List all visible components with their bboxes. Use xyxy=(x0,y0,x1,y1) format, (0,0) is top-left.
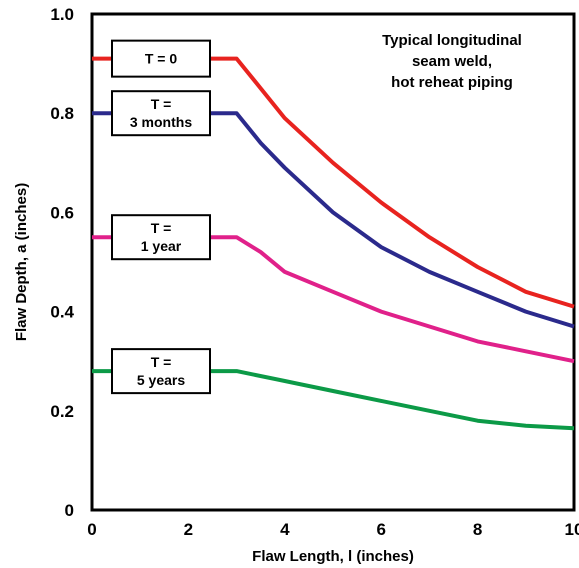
series-label-box xyxy=(111,39,211,78)
series-label-text: 3 months xyxy=(130,114,192,130)
plot-frame xyxy=(90,12,576,512)
y-tick-label: 0.6 xyxy=(50,203,74,222)
series-line-3 xyxy=(92,369,575,431)
y-tick-label: 0.2 xyxy=(50,402,74,421)
x-tick-label: 4 xyxy=(280,520,290,539)
y-tick-label: 0 xyxy=(65,501,74,520)
series-label-text: T = xyxy=(151,220,172,236)
series-label-text: T = xyxy=(151,96,172,112)
chart-annotation-line-3: hot reheat piping xyxy=(391,74,513,91)
x-tick-label: 10 xyxy=(565,520,579,539)
x-tick-label: 0 xyxy=(87,520,96,539)
series-label-text: T = 0 xyxy=(145,51,178,67)
x-tick-label: 2 xyxy=(184,520,193,539)
chart-annotation-line-2: seam weld, xyxy=(412,53,492,70)
y-tick-label: 1.0 xyxy=(50,5,74,24)
series-label-text: T = xyxy=(151,354,172,370)
series-label-text: 5 years xyxy=(137,372,185,388)
series-line-2 xyxy=(92,235,575,364)
legend-layer: T = 0 T = 3 months T = 1 year T = 5 years xyxy=(111,39,211,395)
y-axis-title: Flaw Depth, a (inches) xyxy=(13,183,30,341)
y-tick-label: 0.8 xyxy=(50,104,74,123)
series-label-text: 1 year xyxy=(141,238,182,254)
tick-layer: 0 2 4 6 8 10 0 0.2 0.4 0.6 0.8 1.0 xyxy=(50,5,579,539)
x-tick-label: 8 xyxy=(473,520,482,539)
chart-annotation-line-1: Typical longitudinal xyxy=(382,32,522,49)
series-line-0 xyxy=(92,56,575,309)
series-label-box xyxy=(111,348,211,395)
series-label-box xyxy=(111,90,211,137)
x-axis-title: Flaw Length, l (inches) xyxy=(252,548,414,565)
series-label-box xyxy=(111,214,211,261)
x-tick-label: 6 xyxy=(376,520,385,539)
y-tick-label: 0.4 xyxy=(50,303,74,322)
series-line-1 xyxy=(92,111,575,329)
series-layer xyxy=(92,56,575,431)
